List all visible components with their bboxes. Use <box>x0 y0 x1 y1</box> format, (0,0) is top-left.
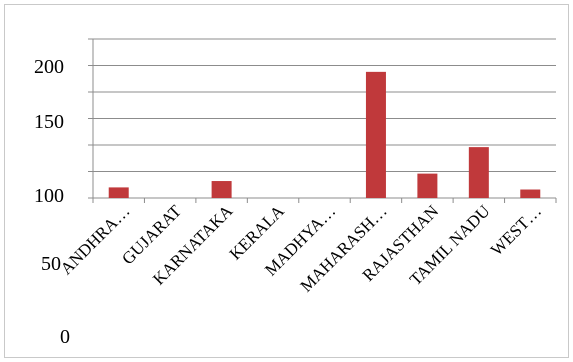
y-tick-label: 200 <box>34 56 64 78</box>
x-tick-label: ANDHRA… <box>57 201 134 278</box>
y-tick-label: 150 <box>34 111 64 133</box>
bar <box>520 189 541 198</box>
y-tick-label: 50 <box>41 253 61 275</box>
chart-frame: 0 50 100 150 200 ANDHRA… GUJARAT KARNATAKA KERAL… <box>4 4 569 358</box>
bar <box>108 187 129 198</box>
bar <box>417 173 438 198</box>
bar <box>365 71 386 198</box>
bar <box>211 181 232 198</box>
y-tick-label: 0 <box>60 326 70 348</box>
bar <box>468 147 489 198</box>
y-tick-label: 100 <box>34 185 64 207</box>
x-tick-label: WEST… <box>487 201 545 259</box>
bar-chart: 050100150200ANDHRA…GUJARATKARNATAKAKERAL… <box>34 38 557 348</box>
